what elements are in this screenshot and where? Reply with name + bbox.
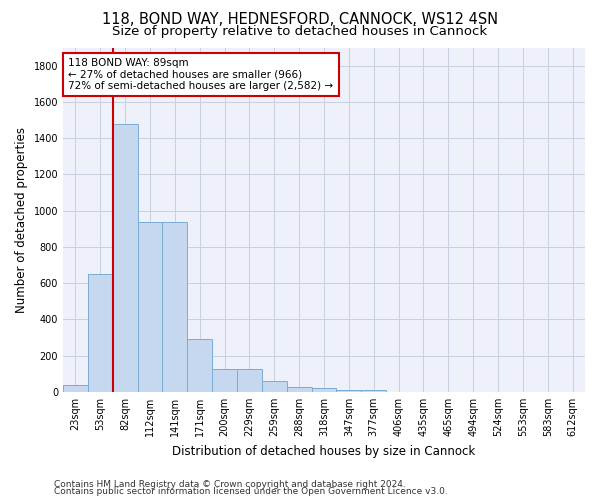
- Bar: [262, 381, 287, 392]
- Bar: [163, 222, 187, 392]
- Bar: [237, 370, 262, 392]
- Text: Contains HM Land Registry data © Crown copyright and database right 2024.: Contains HM Land Registry data © Crown c…: [54, 480, 406, 489]
- Bar: [137, 222, 163, 392]
- Bar: [63, 384, 88, 392]
- Bar: [88, 274, 113, 392]
- Bar: [361, 390, 386, 392]
- Text: Size of property relative to detached houses in Cannock: Size of property relative to detached ho…: [112, 25, 488, 38]
- Bar: [337, 390, 361, 392]
- Bar: [311, 388, 337, 392]
- Bar: [212, 370, 237, 392]
- Bar: [187, 340, 212, 392]
- Bar: [113, 124, 137, 392]
- X-axis label: Distribution of detached houses by size in Cannock: Distribution of detached houses by size …: [172, 444, 476, 458]
- Y-axis label: Number of detached properties: Number of detached properties: [15, 126, 28, 312]
- Text: 118 BOND WAY: 89sqm
← 27% of detached houses are smaller (966)
72% of semi-detac: 118 BOND WAY: 89sqm ← 27% of detached ho…: [68, 58, 334, 91]
- Bar: [287, 388, 311, 392]
- Text: 118, BOND WAY, HEDNESFORD, CANNOCK, WS12 4SN: 118, BOND WAY, HEDNESFORD, CANNOCK, WS12…: [102, 12, 498, 28]
- Text: Contains public sector information licensed under the Open Government Licence v3: Contains public sector information licen…: [54, 487, 448, 496]
